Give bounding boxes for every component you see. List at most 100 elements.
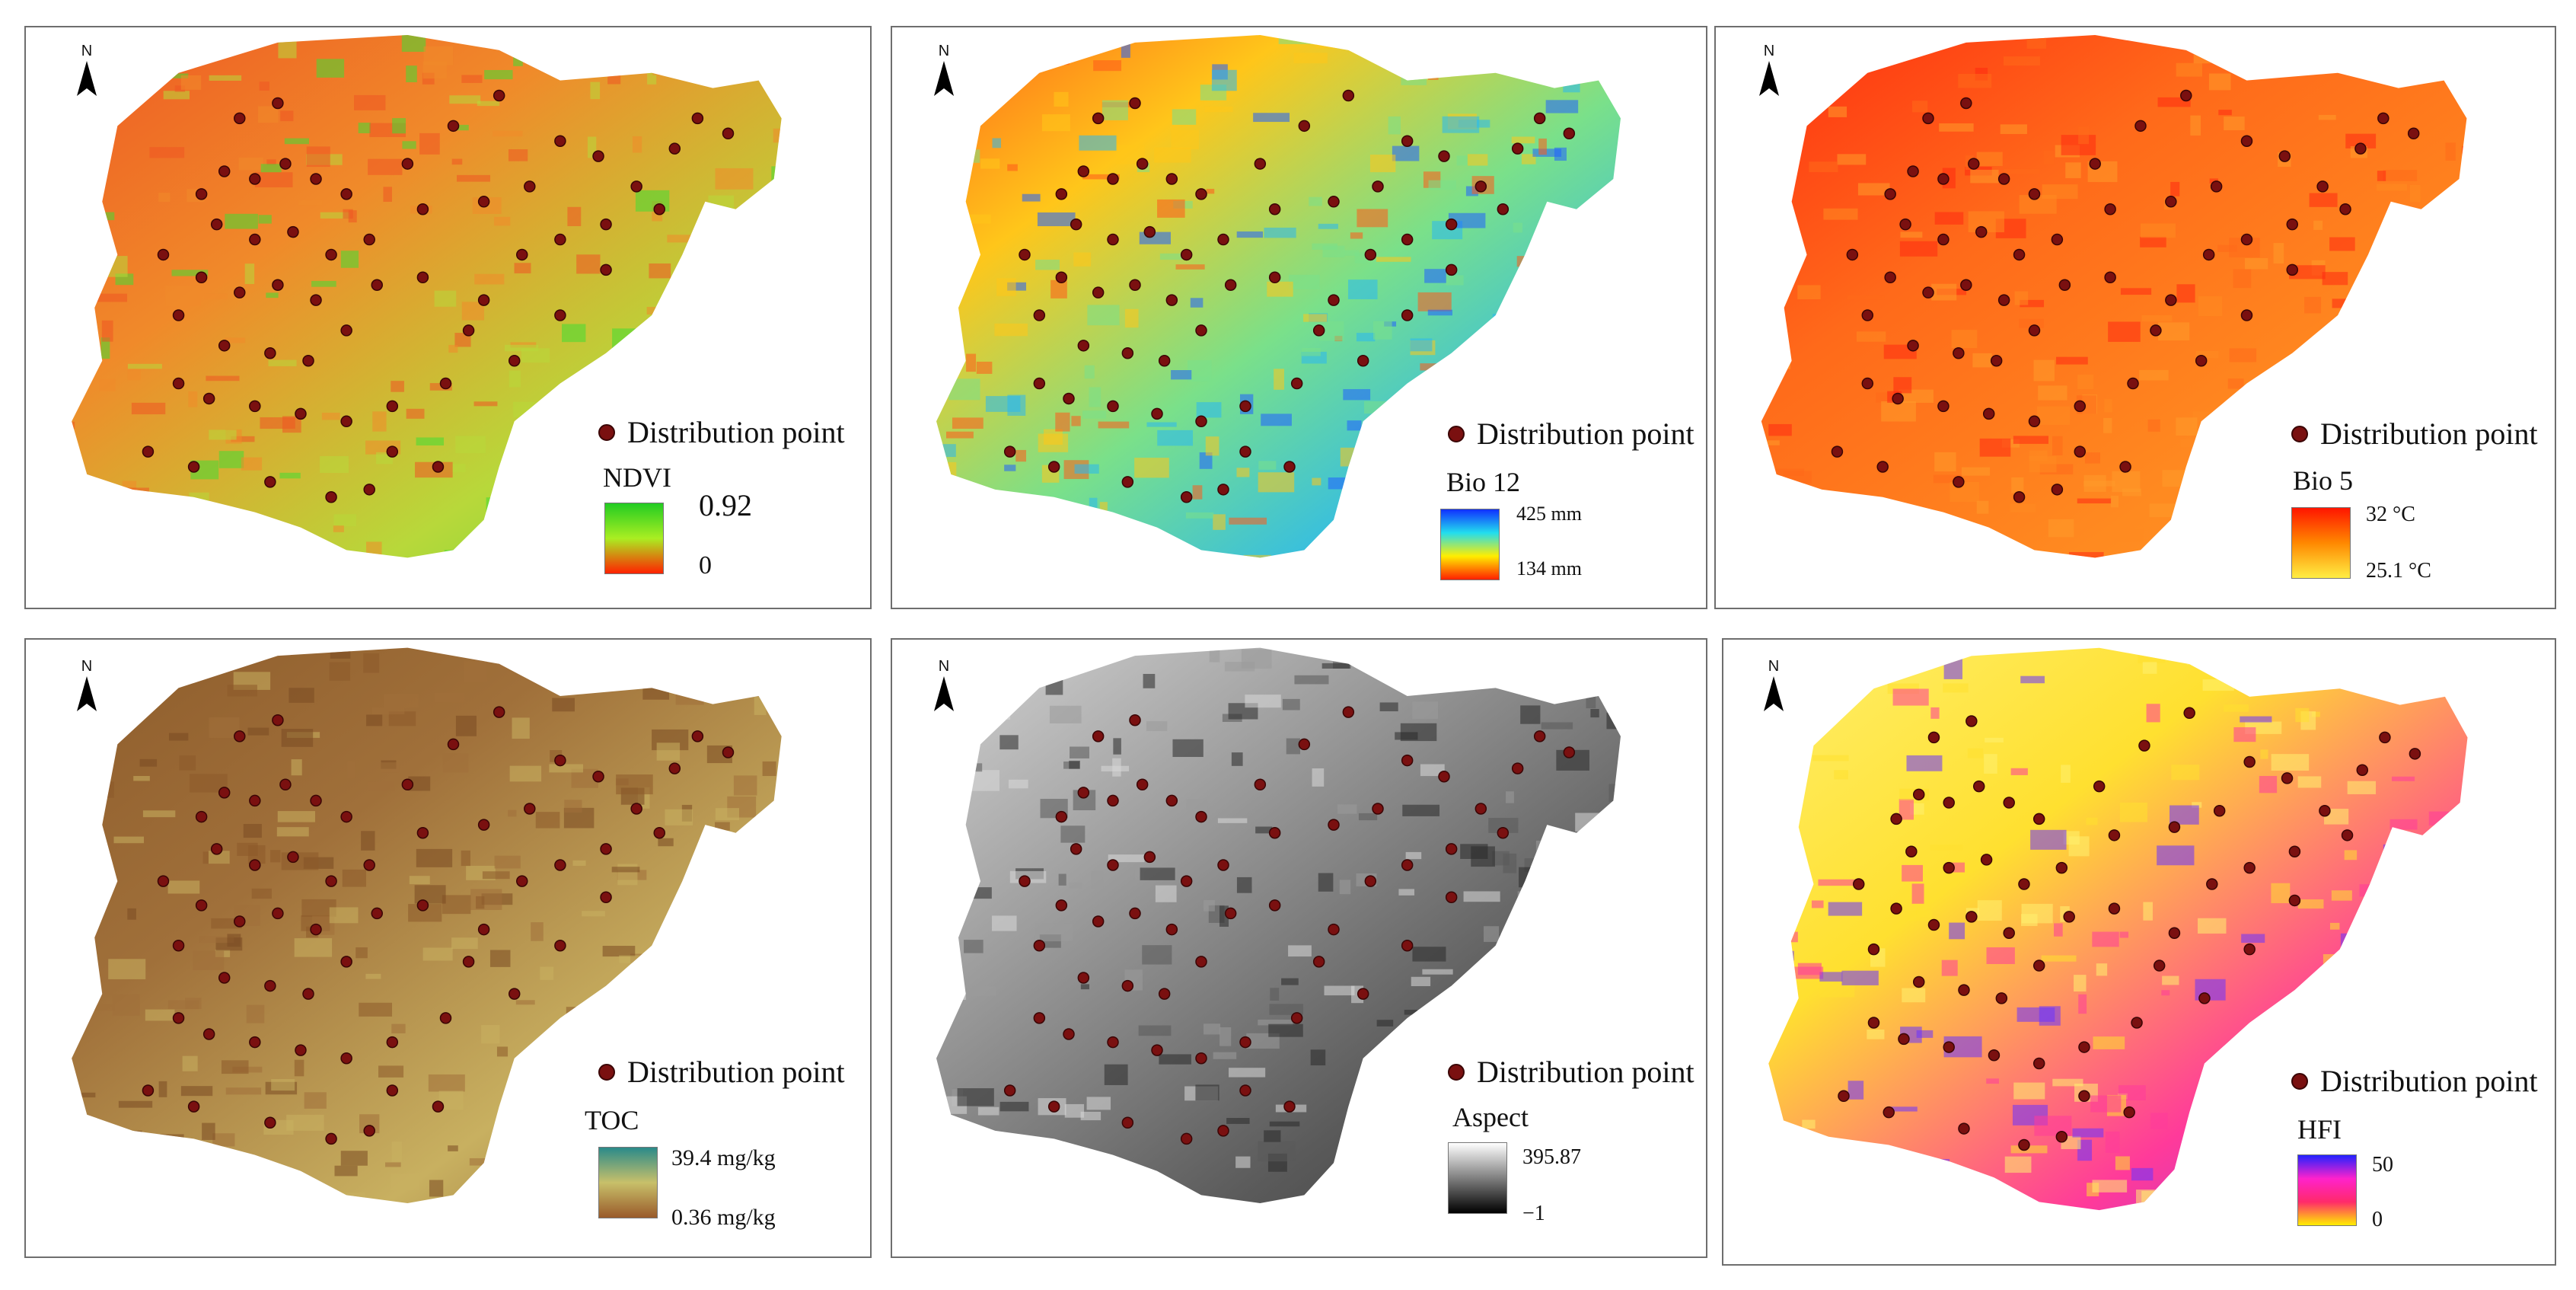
distribution-point-icon bbox=[598, 423, 615, 441]
distribution-point bbox=[1401, 135, 1414, 147]
distribution-point bbox=[493, 89, 505, 102]
legend-title: Bio 12 bbox=[1446, 467, 1521, 497]
distribution-point bbox=[1401, 309, 1414, 321]
ramp-min-label: 0 bbox=[2372, 1208, 2383, 1231]
distribution-point bbox=[600, 891, 612, 904]
color-ramp bbox=[1440, 509, 1500, 580]
distribution-point bbox=[416, 899, 429, 912]
distribution-point bbox=[1953, 347, 1965, 359]
distribution-point bbox=[554, 939, 566, 952]
distribution-point bbox=[1129, 279, 1141, 291]
distribution-point bbox=[1953, 476, 1965, 488]
distribution-point bbox=[2409, 748, 2421, 760]
distribution-point bbox=[1943, 1041, 1955, 1053]
distribution-point bbox=[1092, 915, 1105, 928]
distribution-point bbox=[386, 445, 399, 458]
distribution-point bbox=[386, 1036, 399, 1049]
legend-title: Aspect bbox=[1452, 1102, 1529, 1132]
distribution-point bbox=[477, 196, 490, 208]
distribution-point bbox=[1121, 476, 1134, 488]
distribution-point bbox=[264, 476, 276, 488]
distribution-point bbox=[1960, 97, 1972, 110]
distribution-point bbox=[1268, 271, 1281, 284]
distribution-point bbox=[249, 1036, 261, 1049]
distribution-point bbox=[295, 407, 307, 420]
distribution-point bbox=[2131, 1017, 2143, 1029]
distribution-point bbox=[447, 738, 460, 751]
distribution-point bbox=[1070, 218, 1082, 231]
distribution-point bbox=[1943, 797, 1955, 809]
distribution-point bbox=[1852, 878, 1865, 890]
distribution-legend: Distribution point bbox=[598, 414, 845, 450]
color-ramp bbox=[1448, 1142, 1507, 1214]
distribution-point bbox=[279, 158, 292, 170]
distribution-point bbox=[1136, 778, 1149, 791]
distribution-legend: Distribution point bbox=[2291, 1063, 2538, 1099]
ramp-max-label: 39.4 mg/kg bbox=[671, 1145, 776, 1170]
region-map-hfi bbox=[1768, 647, 2468, 1211]
distribution-point bbox=[2123, 1106, 2135, 1119]
distribution-point bbox=[1195, 810, 1207, 823]
distribution-point bbox=[218, 972, 231, 984]
distribution-point bbox=[1224, 279, 1237, 291]
color-ramp bbox=[2297, 1154, 2357, 1226]
region-map-ndvi bbox=[72, 34, 782, 558]
distribution-point bbox=[1972, 780, 1985, 793]
region-map-aspect bbox=[936, 647, 1621, 1203]
distribution-label: Distribution point bbox=[2320, 1064, 2538, 1098]
distribution-point bbox=[416, 203, 429, 216]
distribution-point bbox=[1217, 484, 1229, 496]
distribution-point bbox=[447, 120, 460, 133]
distribution-point bbox=[516, 248, 528, 261]
distribution-point bbox=[1151, 1044, 1163, 1056]
distribution-point bbox=[2377, 112, 2389, 125]
distribution-point bbox=[172, 1012, 185, 1024]
distribution-point bbox=[439, 377, 452, 390]
distribution-legend: Distribution point bbox=[1448, 1054, 1694, 1090]
distribution-point bbox=[1342, 706, 1355, 718]
distribution-point bbox=[1055, 810, 1068, 823]
distribution-point bbox=[202, 1028, 215, 1040]
distribution-label: Distribution point bbox=[627, 415, 845, 449]
distribution-point bbox=[2055, 1131, 2068, 1143]
distribution-point bbox=[1195, 956, 1207, 968]
distribution-point bbox=[1357, 354, 1369, 367]
distribution-point bbox=[1195, 415, 1207, 428]
distribution-point bbox=[1907, 165, 1919, 177]
distribution-point bbox=[142, 1084, 155, 1097]
distribution-point bbox=[1899, 218, 1911, 231]
distribution-point bbox=[2032, 813, 2045, 825]
distribution-point bbox=[477, 294, 490, 306]
distribution-point bbox=[2165, 294, 2177, 306]
distribution-point bbox=[2028, 188, 2041, 200]
distribution-point bbox=[1055, 271, 1068, 284]
distribution-point bbox=[1982, 407, 1995, 420]
distribution-point bbox=[1997, 173, 2010, 185]
distribution-point bbox=[432, 1100, 445, 1113]
distribution-point bbox=[439, 1012, 452, 1024]
distribution-point bbox=[264, 347, 276, 359]
distribution-point bbox=[2089, 158, 2101, 170]
distribution-point bbox=[1019, 248, 1031, 261]
distribution-point bbox=[2195, 354, 2208, 367]
distribution-point bbox=[249, 173, 261, 185]
distribution-point bbox=[195, 188, 208, 200]
distribution-point bbox=[1890, 813, 1902, 825]
map-panel-ndvi: N Distribution point NDVI 0.92 0 bbox=[24, 26, 872, 609]
ramp-min-label: 25.1 °C bbox=[2366, 559, 2431, 583]
distribution-point bbox=[1298, 120, 1311, 133]
distribution-point bbox=[1136, 158, 1149, 170]
distribution-point bbox=[1180, 248, 1193, 261]
distribution-point bbox=[1990, 354, 2003, 367]
distribution-point bbox=[1158, 354, 1171, 367]
distribution-point bbox=[1239, 1084, 1251, 1097]
distribution-point bbox=[234, 915, 246, 928]
distribution-point bbox=[1290, 377, 1303, 390]
distribution-point bbox=[2153, 960, 2166, 972]
distribution-point bbox=[340, 1052, 352, 1065]
distribution-point bbox=[287, 225, 299, 238]
distribution-point-icon bbox=[598, 1063, 615, 1081]
distribution-point bbox=[554, 859, 566, 871]
distribution-point bbox=[187, 461, 200, 473]
distribution-point bbox=[1129, 907, 1141, 920]
